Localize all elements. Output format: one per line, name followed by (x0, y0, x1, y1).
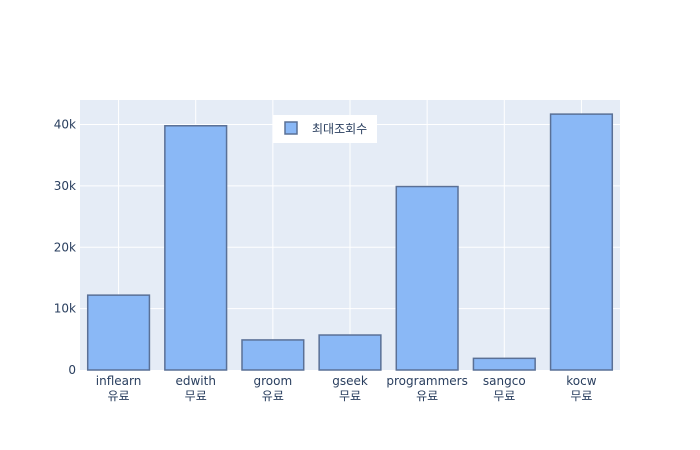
y-tick-label: 40k (54, 118, 76, 132)
bar[interactable] (241, 339, 305, 371)
y-tick-label: 30k (54, 179, 76, 193)
x-tick-label: kocw 무료 (566, 374, 596, 403)
y-tick-label: 20k (54, 240, 76, 254)
x-tick-label: edwith 무료 (175, 374, 215, 403)
x-tick-label: inflearn 유료 (96, 374, 142, 403)
bars (86, 113, 614, 371)
legend-swatch (284, 121, 298, 135)
x-tick-label: groom 유료 (254, 374, 293, 403)
bar[interactable] (549, 113, 614, 371)
bar[interactable] (86, 294, 151, 371)
bar[interactable] (318, 334, 382, 371)
bar[interactable] (164, 125, 228, 371)
x-tick-label: programmers 유료 (386, 374, 467, 403)
y-tick-label: 10k (54, 302, 76, 316)
bar[interactable] (472, 357, 536, 371)
legend[interactable]: 최대조회수 (273, 115, 377, 143)
x-tick-label: sangco 무료 (483, 374, 526, 403)
bar[interactable] (395, 185, 459, 371)
y-tick-label: 0 (68, 363, 76, 377)
y-axis-ticks: 0 10k 20k 30k 40k (54, 118, 76, 377)
legend-label: 최대조회수 (312, 122, 367, 136)
x-tick-label: gseek 무료 (332, 374, 368, 403)
x-axis-ticks: inflearn 유료 edwith 무료 groom 유료 gseek 무료 programm… (96, 374, 597, 403)
